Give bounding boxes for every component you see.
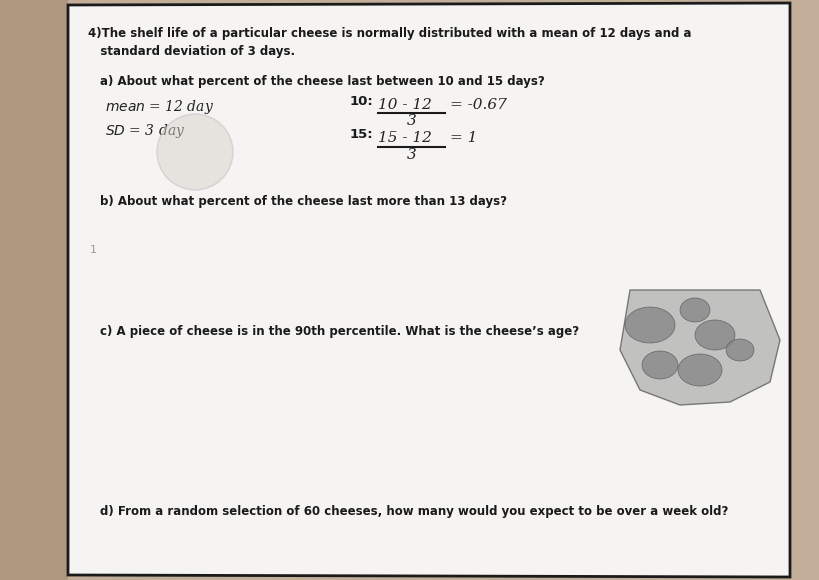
Circle shape (157, 114, 233, 190)
Ellipse shape (642, 351, 678, 379)
Text: $\it{mean}$ = 12 day: $\it{mean}$ = 12 day (105, 98, 214, 116)
Text: c) A piece of cheese is in the 90th percentile. What is the cheese’s age?: c) A piece of cheese is in the 90th perc… (100, 325, 579, 338)
Text: 3: 3 (407, 148, 417, 162)
Ellipse shape (678, 354, 722, 386)
Ellipse shape (695, 320, 735, 350)
Text: 4)The shelf life of a particular cheese is normally distributed with a mean of 1: 4)The shelf life of a particular cheese … (88, 27, 691, 40)
Text: = 1: = 1 (450, 131, 477, 145)
Text: a) About what percent of the cheese last between 10 and 15 days?: a) About what percent of the cheese last… (100, 75, 545, 88)
Ellipse shape (726, 339, 754, 361)
Text: = -0.67: = -0.67 (450, 98, 507, 112)
Polygon shape (0, 0, 68, 580)
Text: 15:: 15: (350, 128, 373, 141)
Text: 15 - 12: 15 - 12 (378, 131, 432, 145)
Ellipse shape (625, 307, 675, 343)
Text: 10 - 12: 10 - 12 (378, 98, 432, 112)
Text: $\it{SD}$ = 3 day: $\it{SD}$ = 3 day (105, 122, 185, 140)
Text: 10:: 10: (350, 95, 373, 108)
Text: 3: 3 (407, 114, 417, 128)
Text: 1: 1 (90, 245, 97, 255)
Text: d) From a random selection of 60 cheeses, how many would you expect to be over a: d) From a random selection of 60 cheeses… (100, 505, 728, 518)
Text: b) About what percent of the cheese last more than 13 days?: b) About what percent of the cheese last… (100, 195, 507, 208)
Polygon shape (68, 3, 790, 577)
Polygon shape (620, 290, 780, 405)
Text: standard deviation of 3 days.: standard deviation of 3 days. (88, 45, 295, 58)
Ellipse shape (680, 298, 710, 322)
